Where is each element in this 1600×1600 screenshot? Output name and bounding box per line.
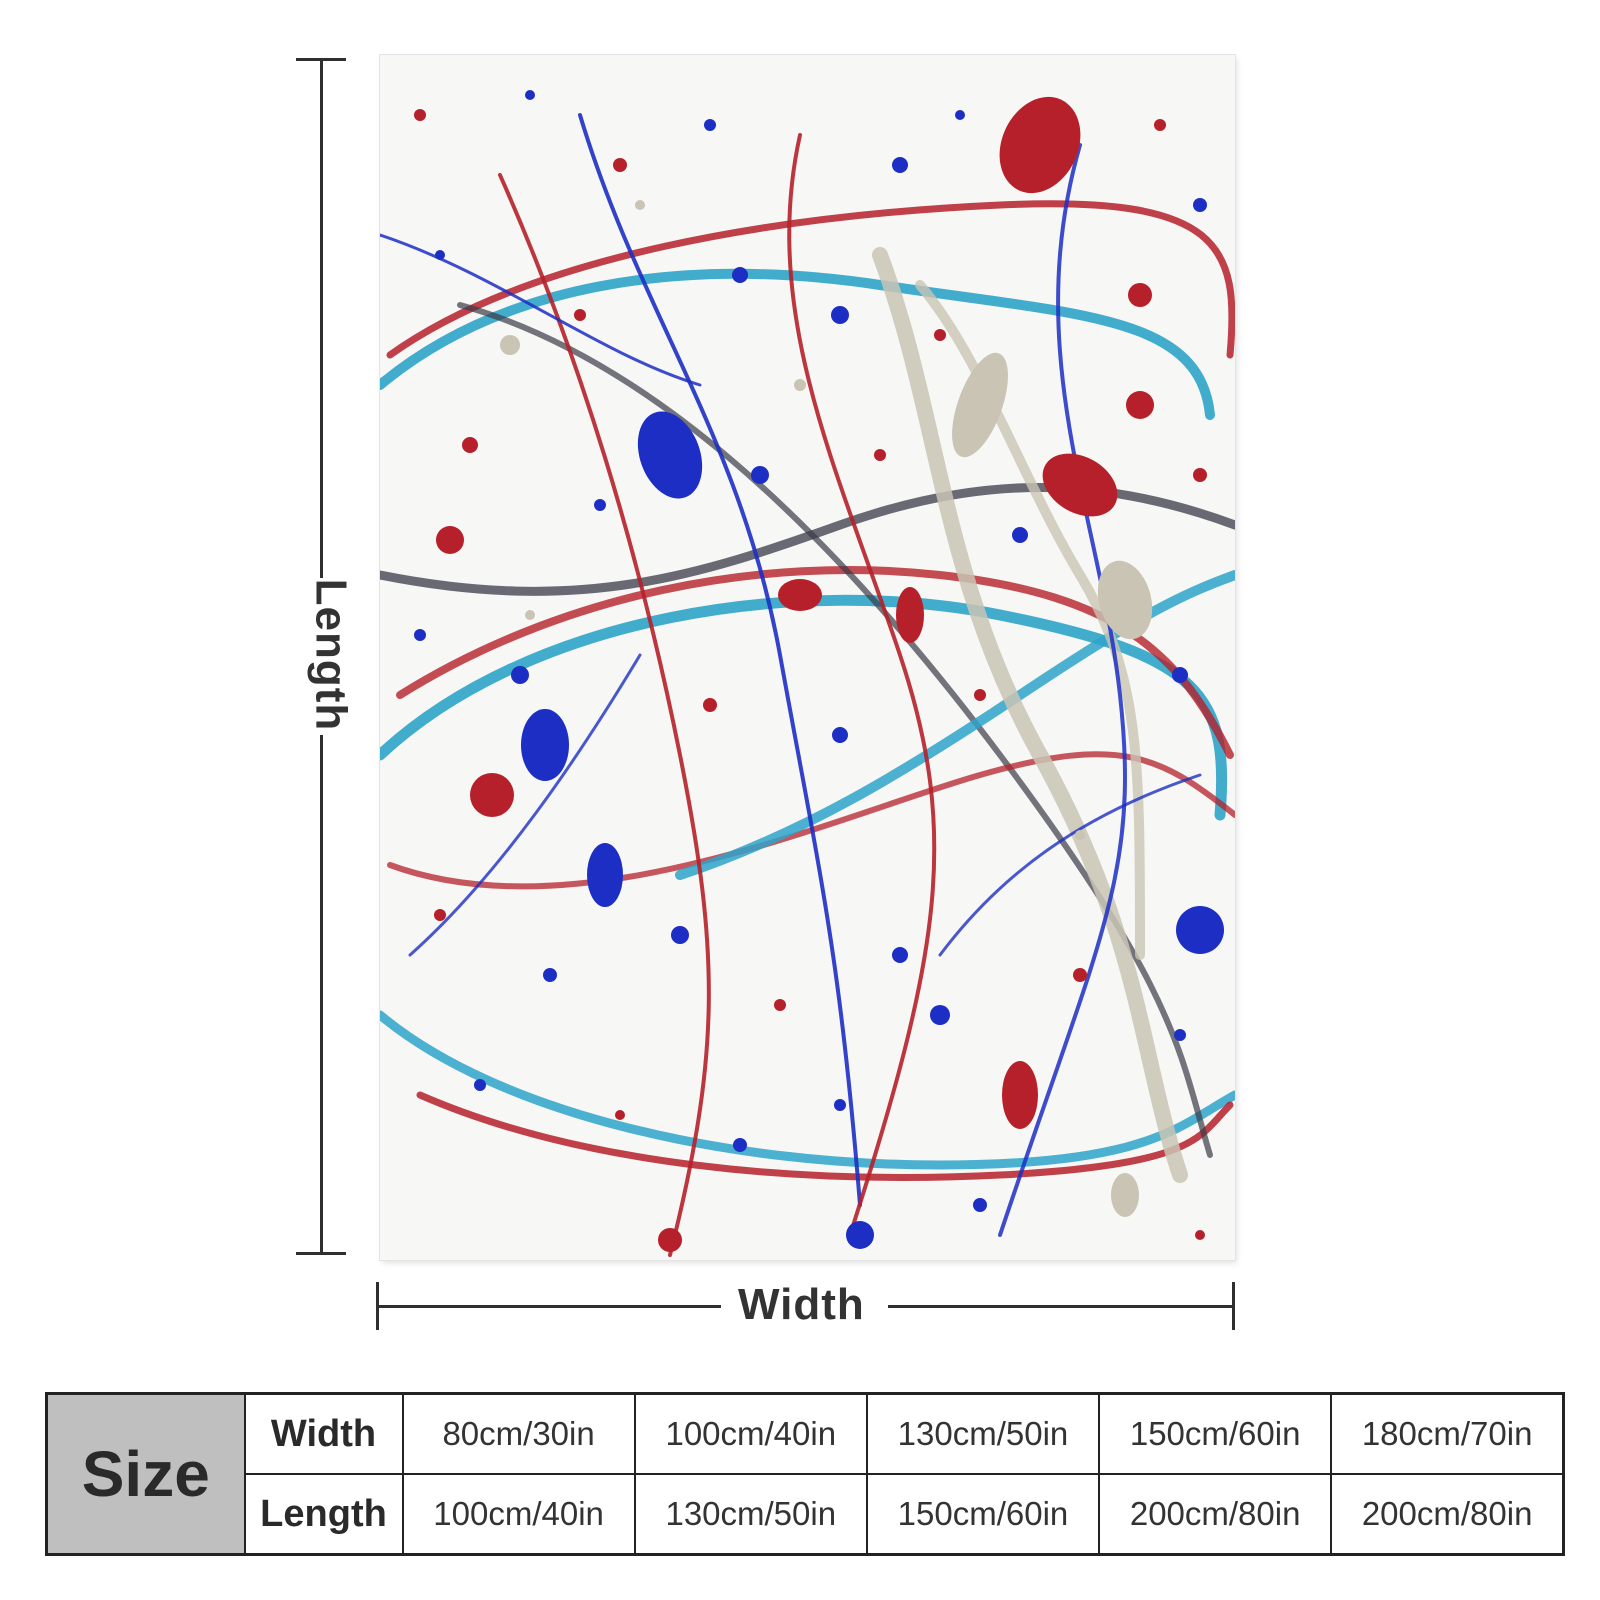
width-cell: 130cm/50in [865, 1392, 1101, 1475]
length-line-upper [320, 58, 323, 578]
width-cell: 180cm/70in [1330, 1392, 1565, 1475]
size-chart-table: Size Width 80cm/30in 100cm/40in 130cm/50… [45, 1392, 1565, 1556]
width-cell: 100cm/40in [633, 1392, 868, 1475]
length-label-wrap: Length [300, 578, 360, 732]
width-cell: 80cm/30in [401, 1392, 636, 1475]
length-cell: 200cm/80in [1330, 1473, 1565, 1556]
length-bottom-cap [296, 1252, 346, 1255]
length-label: Length [306, 578, 356, 732]
table-row-width: Size Width 80cm/30in 100cm/40in 130cm/50… [45, 1392, 1565, 1556]
length-cell: 130cm/50in [633, 1473, 868, 1556]
row-label-width: Width [243, 1392, 404, 1475]
length-line-lower [320, 735, 323, 1255]
size-header-cell: Size [45, 1392, 246, 1556]
length-cell: 200cm/80in [1098, 1473, 1333, 1556]
length-cell: 150cm/60in [865, 1473, 1101, 1556]
length-cell: 100cm/40in [401, 1473, 636, 1556]
width-line-right [888, 1305, 1233, 1308]
abstract-splatter-painting [380, 55, 1235, 1260]
product-artwork [380, 55, 1235, 1260]
width-line-left [376, 1305, 721, 1308]
table-row-length: Length 100cm/40in 130cm/50in 150cm/60in … [47, 1473, 1565, 1556]
width-label: Width [738, 1280, 865, 1329]
width-cell: 150cm/60in [1098, 1392, 1333, 1475]
row-label-length: Length [243, 1473, 404, 1556]
width-right-cap [1232, 1282, 1235, 1330]
